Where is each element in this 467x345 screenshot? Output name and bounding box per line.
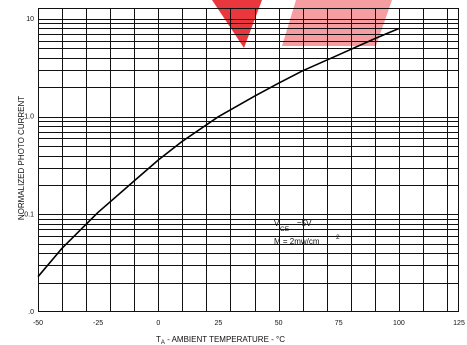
grid-lines	[38, 8, 459, 312]
plot-frame	[38, 8, 459, 312]
annotation-box: V CE =5V M = 2mw/cm 2	[274, 219, 340, 246]
x-tick-label: 75	[335, 320, 343, 327]
y-axis-label: NORMALIZED PHOTO CURRENT	[17, 96, 26, 220]
annotation-v-value: =5V	[297, 219, 312, 228]
x-tick-label: -25	[93, 320, 103, 327]
x-tick-label: -50	[33, 320, 43, 327]
x-axis-label-t: T	[156, 335, 161, 344]
x-tick-label: 125	[453, 320, 465, 327]
annotation-v-letter: V	[274, 219, 280, 228]
y-tick-label: 0.1	[24, 211, 34, 218]
x-tick-label: 50	[275, 320, 283, 327]
x-tick-label: 100	[393, 320, 405, 327]
x-axis-label-sub: A	[161, 340, 165, 345]
annotation-v-sub: CE	[280, 226, 290, 233]
series-layer	[37, 27, 400, 278]
plot-border	[38, 8, 459, 312]
x-axis-label-rest: - AMBIENT TEMPERATURE - °C	[165, 335, 285, 344]
annotation-m-text: M = 2mw/cm	[274, 237, 320, 246]
y-tick-label: 1.0	[24, 114, 34, 121]
x-tick-label: 25	[215, 320, 223, 327]
x-axis-label: TA - AMBIENT TEMPERATURE - °C	[156, 335, 285, 345]
series-line	[37, 27, 400, 278]
y-tick-label: 10	[26, 16, 34, 23]
x-tick-label: 0	[156, 320, 160, 327]
annotation-m-sup: 2	[336, 234, 340, 241]
tick-labels: -50 -25 0 25 50 75 100 125 10 1.0 0.1 .0	[24, 16, 465, 327]
y-tick-label: .0	[28, 309, 34, 316]
